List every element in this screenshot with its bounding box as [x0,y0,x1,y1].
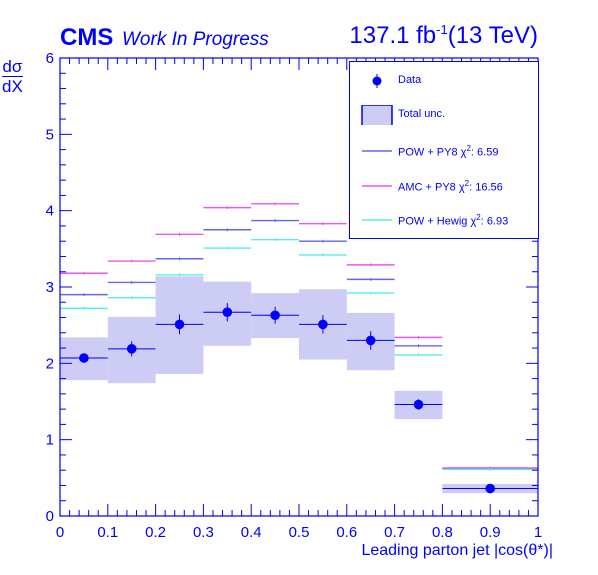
status-label: Work In Progress [122,29,269,50]
uncertainty-band-layer [60,276,538,494]
x-tick-label: 0.2 [145,524,166,541]
data-point [174,319,185,330]
y-axis-label-numerator: dσ [2,57,23,76]
chi-exponent: 2 [466,144,471,153]
data-point [413,399,424,410]
chi-symbol: χ [460,146,467,159]
y-tick-label: 1 [46,432,54,449]
amc-py8-name: AMC + PY8 [398,181,456,194]
y-tick-label: 5 [46,126,54,143]
luminosity-label: 137.1 fb-1(13 TeV) [349,22,538,50]
legend-entry-amc-py8: AMC + PY8 χ2: 16.56 [350,176,538,196]
legend-label-total-unc: Total unc. [398,108,446,120]
data-marker-icon [372,74,382,88]
y-tick-label: 4 [46,203,54,220]
legend: Data Total unc. POW + PY8 χ2: 6.59 AMC +… [349,61,539,239]
lumi-energy: (13 TeV) [447,22,538,49]
y-axis-label-denominator: dX [2,77,23,96]
y-axis-label: dσ dX [2,58,23,95]
legend-entry-pow-hw: POW + Hewig χ2: 6.93 [350,210,538,230]
pow-hw-name: POW + Hewig [398,215,468,228]
chi-exponent: 2 [464,179,470,188]
x-tick-label: 0.4 [241,524,262,541]
y-tick-label: 6 [46,50,54,67]
data-point [318,319,328,330]
x-axis-label: Leading parton jet |cos(θ*)| [361,542,553,559]
x-tick-label: 1 [534,524,542,541]
legend-entry-data: Data [350,71,538,91]
x-tick-label: 0 [56,524,64,541]
pow-hw-chi2: 6.93 [486,215,509,228]
y-tick-label: 2 [46,355,54,372]
pow-py8-chi2: 6.59 [477,146,499,159]
data-point [222,307,233,317]
data-point [270,310,280,321]
pow-hw-line-icon [362,219,392,221]
mc-prediction-layer [60,202,538,471]
legend-entry-pow-py8: POW + PY8 χ2: 6.59 [350,141,538,161]
legend-label-amc-py8: AMC + PY8 χ2: 16.56 [398,179,503,194]
chi-symbol: χ [470,215,477,228]
data-point [79,353,89,363]
data-point [365,335,376,346]
amc-py8-chi2: 16.56 [475,181,503,194]
pow-py8-name: POW + PY8 [398,146,458,159]
y-tick-label: 0 [46,508,54,525]
x-tick-label: 0.8 [432,524,453,541]
y-axis-fraction-bar [2,76,23,77]
x-tick-label: 0.6 [336,524,357,541]
x-tick-label: 0.5 [289,524,310,541]
pow-py8-line-icon [362,150,392,152]
amc-py8-line-icon [362,185,392,187]
x-tick-label: 0.1 [97,524,118,541]
data-point [126,344,137,354]
lumi-exponent: -1 [436,22,448,37]
y-tick-label: 3 [46,279,54,296]
x-tick-label: 0.9 [480,524,501,541]
lumi-value: 137.1 fb [349,22,437,49]
legend-label-data: Data [398,74,422,86]
legend-label-pow-py8: POW + PY8 χ2: 6.59 [398,144,499,159]
chi-exponent: 2 [476,213,481,222]
data-point [485,483,496,494]
experiment-label: CMS [60,24,114,51]
x-tick-label: 0.7 [384,524,405,541]
x-tick-label: 0.3 [193,524,214,541]
chi-symbol: χ [458,181,465,194]
data-points-layer [60,303,538,494]
legend-entry-total-unc: Total unc. [350,105,538,125]
band-swatch-icon [361,105,393,125]
legend-label-pow-hw: POW + Hewig χ2: 6.93 [398,213,509,228]
